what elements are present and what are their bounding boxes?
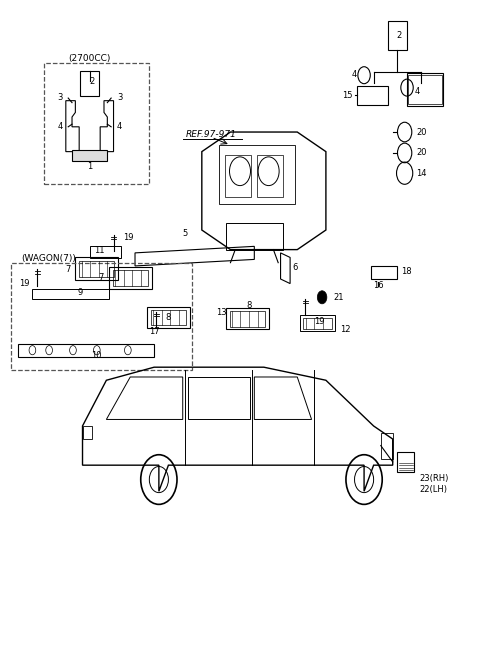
Bar — [407, 73, 443, 106]
Bar — [226, 308, 269, 329]
Bar — [80, 72, 99, 96]
Text: 22(LH): 22(LH) — [419, 485, 447, 495]
Bar — [397, 452, 414, 472]
Text: 21: 21 — [333, 293, 344, 302]
Bar — [75, 257, 118, 280]
Bar — [109, 267, 152, 289]
Text: 9: 9 — [77, 287, 83, 297]
Text: 19: 19 — [123, 234, 133, 242]
Bar — [388, 21, 407, 51]
Text: 14: 14 — [417, 169, 427, 178]
Text: 3: 3 — [57, 93, 62, 102]
Text: 1: 1 — [87, 161, 92, 171]
Text: 2: 2 — [396, 31, 402, 40]
Bar — [229, 311, 265, 327]
Text: 20: 20 — [417, 148, 427, 157]
Text: 5: 5 — [182, 229, 188, 237]
Text: 23(RH): 23(RH) — [419, 474, 448, 483]
Text: 20: 20 — [417, 127, 427, 136]
Text: 3: 3 — [117, 93, 122, 102]
Bar — [257, 155, 283, 197]
Text: 7: 7 — [98, 273, 104, 282]
Text: 10: 10 — [92, 351, 102, 360]
Bar — [226, 224, 283, 250]
Bar — [151, 310, 186, 325]
Text: 13: 13 — [216, 308, 226, 317]
Bar — [147, 307, 190, 328]
Bar — [113, 270, 148, 286]
Bar — [90, 247, 120, 258]
Text: 16: 16 — [373, 281, 384, 290]
Text: 19: 19 — [20, 279, 30, 288]
Bar — [300, 315, 336, 331]
Text: 4: 4 — [414, 87, 420, 96]
Bar — [218, 145, 295, 204]
Bar — [381, 432, 393, 459]
Text: 4: 4 — [352, 70, 357, 79]
Text: 6: 6 — [292, 264, 298, 272]
Text: 12: 12 — [340, 325, 351, 335]
Bar — [371, 266, 397, 279]
Text: 11: 11 — [94, 246, 105, 255]
Bar — [72, 150, 108, 161]
Text: REF.97-971: REF.97-971 — [186, 130, 237, 139]
Bar — [79, 260, 115, 277]
Bar — [11, 262, 192, 371]
Bar — [303, 318, 332, 329]
Text: 18: 18 — [401, 268, 412, 276]
Bar — [44, 64, 149, 184]
Text: (2700CC): (2700CC) — [69, 54, 111, 64]
Text: 8: 8 — [166, 313, 171, 322]
Circle shape — [317, 291, 327, 304]
Bar — [83, 426, 92, 439]
Text: 4: 4 — [117, 122, 122, 131]
Text: 4: 4 — [57, 122, 62, 131]
Text: 8: 8 — [247, 300, 252, 310]
Bar — [357, 87, 388, 104]
Bar — [408, 75, 442, 104]
Text: 15: 15 — [342, 91, 352, 100]
Text: 7: 7 — [65, 265, 71, 274]
Text: 17: 17 — [149, 327, 159, 336]
Text: (WAGON(7)): (WAGON(7)) — [22, 254, 76, 262]
Text: 2: 2 — [89, 77, 94, 86]
Text: 19: 19 — [314, 317, 324, 326]
Bar — [225, 155, 251, 197]
